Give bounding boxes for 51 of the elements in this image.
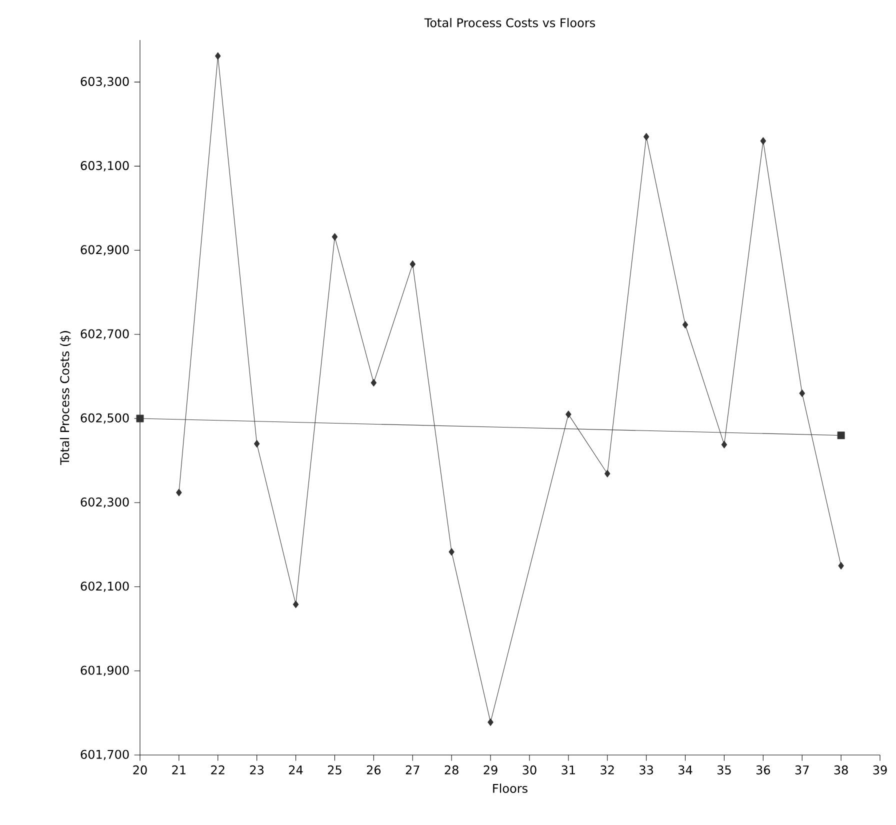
x-tick-label: 29	[484, 765, 498, 774]
x-tick-label: 24	[289, 765, 303, 774]
point	[721, 440, 728, 448]
y-tick-label: 603,300	[80, 76, 129, 88]
chart-title: Total Process Costs vs Floors	[424, 18, 596, 28]
y-tick-label: 602,900	[80, 245, 129, 256]
point	[488, 718, 494, 726]
y-tick-label: 601,900	[80, 666, 129, 676]
x-tick-label: 39	[873, 765, 887, 774]
point	[215, 52, 221, 60]
x-tick-label: 35	[718, 765, 731, 774]
y-tick-label: 602,100	[80, 582, 129, 592]
x-tick-label: 20	[133, 765, 147, 774]
point	[566, 410, 572, 418]
x-tick-label: 30	[522, 765, 536, 774]
x-tick-label: 26	[366, 765, 381, 774]
x-axis-title: Floors	[493, 784, 528, 793]
point	[760, 137, 766, 145]
x-tick-label: 22	[211, 765, 224, 774]
x-tick-label: 28	[444, 765, 458, 774]
point	[410, 260, 416, 268]
point	[332, 233, 338, 241]
x-tick-label: 27	[406, 765, 420, 774]
x-tick-label: 36	[756, 765, 770, 774]
y-tick-label: 602,500	[80, 413, 129, 424]
x-tick-label: 23	[250, 765, 264, 774]
x-tick-label: 32	[600, 765, 614, 774]
x-tick-label: 31	[562, 765, 575, 774]
point	[176, 488, 182, 496]
x-tick-label: 21	[172, 765, 186, 774]
y-tick-label: 603,100	[80, 161, 129, 172]
point	[370, 379, 377, 387]
point	[838, 562, 844, 570]
y-tick-label: 602,700	[80, 329, 129, 340]
x-tick-label: 25	[328, 765, 342, 774]
point	[799, 390, 805, 398]
point	[254, 440, 260, 448]
point	[448, 548, 454, 556]
x-tick-label: 33	[640, 765, 653, 774]
point	[604, 470, 610, 478]
x-tick-label: 34	[678, 765, 692, 774]
point	[643, 132, 650, 140]
point	[837, 432, 845, 440]
point	[292, 600, 299, 608]
x-tick-label: 37	[795, 765, 809, 774]
x-tick-label: 38	[834, 765, 848, 774]
y-tick-label: 601,700	[80, 750, 129, 760]
point	[682, 320, 688, 328]
y-tick-label: 602,300	[80, 497, 129, 508]
y-axis-title: Total Process Costs ($)	[60, 331, 71, 465]
point	[136, 414, 144, 422]
